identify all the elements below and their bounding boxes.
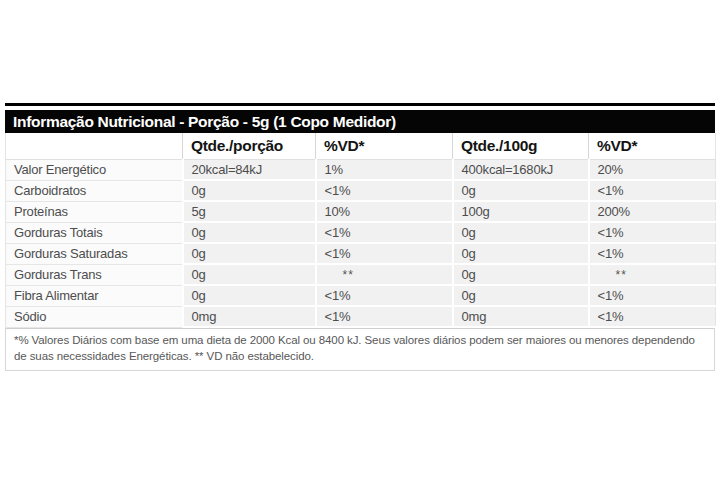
cell-qtde-100g: 0g (453, 222, 589, 243)
cell-qtde-porcao: 0g (183, 264, 316, 285)
footnote: *% Valores Diários com base em uma dieta… (5, 328, 715, 371)
table-row: Sódio0mg<1%0mg<1% (6, 306, 716, 327)
nutrient-label: Sódio (6, 306, 183, 327)
cell-vd-100g: <1% (589, 222, 716, 243)
col-header-qtde-100g: Qtde./100g (453, 133, 589, 160)
table-row: Proteínas5g10%100g200% (6, 201, 716, 222)
nutrient-label: Fibra Alimentar (6, 285, 183, 306)
cell-qtde-100g: 400kcal=1680kJ (453, 160, 589, 181)
cell-vd-porcao: <1% (316, 180, 453, 201)
cell-qtde-100g: 0g (453, 264, 589, 285)
cell-qtde-porcao: 0mg (183, 306, 316, 327)
cell-vd-porcao: 1% (316, 160, 453, 181)
panel-title-bar: Informação Nutricional - Porção - 5g (1 … (5, 110, 715, 133)
nutrition-panel: Informação Nutricional - Porção - 5g (1 … (5, 103, 715, 371)
cell-qtde-porcao: 20kcal=84kJ (183, 160, 316, 181)
cell-qtde-100g: 0mg (453, 306, 589, 327)
panel-title: Informação Nutricional - Porção - 5g (1 … (13, 113, 396, 130)
nutrient-label: Carboidratos (6, 180, 183, 201)
nutrient-label: Valor Energético (6, 160, 183, 181)
nutrient-label: Gorduras Saturadas (6, 243, 183, 264)
table-row: Valor Energético20kcal=84kJ1%400kcal=168… (6, 160, 716, 181)
cell-qtde-100g: 0g (453, 285, 589, 306)
nutrition-table: Qtde./porção %VD* Qtde./100g %VD* Valor … (5, 133, 716, 328)
cell-vd-porcao: ** (316, 264, 453, 285)
cell-vd-porcao: <1% (316, 243, 453, 264)
cell-vd-100g: <1% (589, 306, 716, 327)
cell-qtde-porcao: 0g (183, 285, 316, 306)
cell-vd-100g: 20% (589, 160, 716, 181)
cell-qtde-porcao: 0g (183, 180, 316, 201)
table-row: Gorduras Saturadas0g<1%0g<1% (6, 243, 716, 264)
cell-vd-porcao: 10% (316, 201, 453, 222)
nutrient-label: Gorduras Totais (6, 222, 183, 243)
cell-vd-porcao: <1% (316, 222, 453, 243)
col-header-vd-porcao: %VD* (316, 133, 453, 160)
table-row: Carboidratos0g<1%0g<1% (6, 180, 716, 201)
cell-vd-100g: <1% (589, 285, 716, 306)
cell-vd-porcao: <1% (316, 285, 453, 306)
nutrient-label: Gorduras Trans (6, 264, 183, 285)
table-row: Gorduras Trans0g**0g** (6, 264, 716, 285)
cell-vd-100g: ** (589, 264, 716, 285)
cell-vd-100g: <1% (589, 243, 716, 264)
table-row: Fibra Alimentar0g<1%0g<1% (6, 285, 716, 306)
col-header-nutrient (6, 133, 183, 160)
cell-qtde-porcao: 5g (183, 201, 316, 222)
table-row: Gorduras Totais0g<1%0g<1% (6, 222, 716, 243)
table-body: Valor Energético20kcal=84kJ1%400kcal=168… (6, 160, 716, 328)
header-row: Qtde./porção %VD* Qtde./100g %VD* (6, 133, 716, 160)
cell-qtde-100g: 100g (453, 201, 589, 222)
nutrient-label: Proteínas (6, 201, 183, 222)
cell-qtde-porcao: 0g (183, 243, 316, 264)
cell-qtde-porcao: 0g (183, 222, 316, 243)
cell-vd-100g: <1% (589, 180, 716, 201)
col-header-qtde-porcao: Qtde./porção (183, 133, 316, 160)
col-header-vd-100g: %VD* (589, 133, 716, 160)
top-divider (5, 103, 715, 106)
cell-vd-100g: 200% (589, 201, 716, 222)
cell-vd-porcao: <1% (316, 306, 453, 327)
cell-qtde-100g: 0g (453, 180, 589, 201)
cell-qtde-100g: 0g (453, 243, 589, 264)
